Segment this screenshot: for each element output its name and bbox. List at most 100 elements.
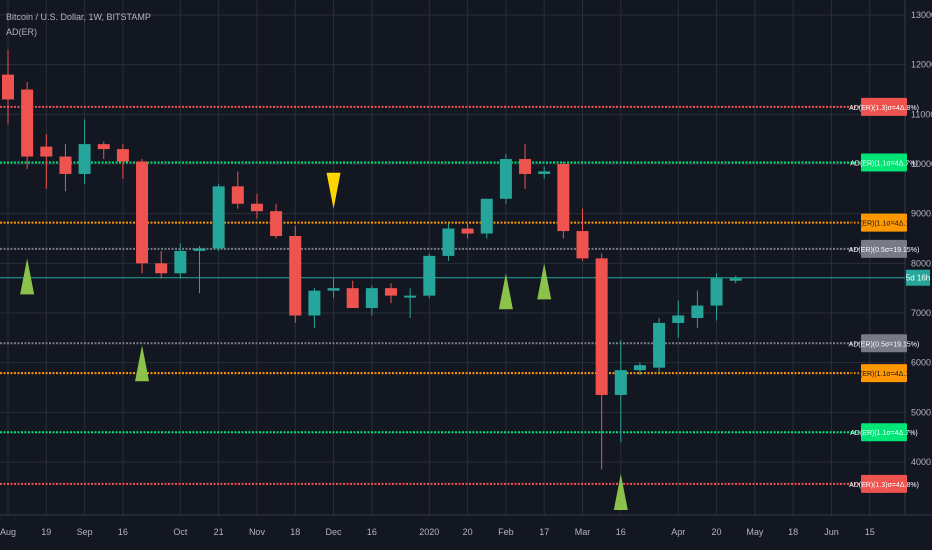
candle-body — [653, 322, 666, 368]
candle-body — [404, 295, 417, 298]
signal-up-triangle — [135, 345, 150, 382]
candle — [193, 245, 206, 294]
signal-up-triangle — [498, 273, 513, 310]
candle-body — [442, 228, 455, 256]
x-tick-label: 19 — [41, 527, 51, 537]
level-label: AD(ER)(0.5σ=19.15%) — [849, 341, 920, 348]
level-label: AD(ER)(1.3)σ=4Δ.8%) — [849, 482, 919, 489]
x-tick-label: Aug — [0, 527, 16, 537]
symbol-title: Bitcoin / U.S. Dollar, 1W, BITSTAMP — [6, 12, 151, 22]
candle — [270, 203, 283, 239]
candle — [40, 134, 53, 189]
level-label-bg — [861, 334, 907, 353]
x-tick-label: 17 — [539, 527, 549, 537]
candle-body — [710, 278, 723, 306]
level-label-bg — [861, 97, 907, 116]
candle — [97, 141, 110, 160]
candle — [691, 290, 704, 328]
signal-up-triangle — [537, 263, 552, 300]
candle — [308, 288, 321, 328]
x-tick-label: May — [746, 527, 764, 537]
candle — [385, 283, 397, 304]
candle-body — [346, 288, 359, 309]
x-tick-label: 20 — [712, 527, 722, 537]
candle-body — [155, 263, 168, 274]
candle — [155, 250, 168, 279]
level-label: AD(ER)(1.1σ=4Δ.1%) — [850, 371, 918, 378]
signal-up-triangle — [20, 258, 35, 295]
candle — [116, 144, 129, 179]
candle-body — [557, 164, 570, 232]
candle — [442, 223, 455, 261]
candle — [499, 154, 512, 204]
candle-body — [538, 171, 551, 174]
candle-body — [423, 255, 436, 296]
candle — [672, 300, 685, 338]
candle-body — [289, 236, 302, 316]
candle-body — [212, 186, 225, 249]
candle — [327, 278, 340, 299]
candle-body — [691, 305, 704, 318]
level-label: AD(ER)(1.1σ=4Δ.7%) — [850, 430, 918, 437]
x-tick-label: 18 — [788, 527, 798, 537]
candle-body — [729, 278, 742, 281]
candle — [174, 243, 187, 279]
y-tick-label: 5000.00 — [911, 407, 932, 417]
level-label: AD(ER)(0.5σ=19.15%) — [849, 247, 920, 254]
x-tick-label: 21 — [214, 527, 224, 537]
candle-body — [270, 211, 283, 237]
level-label-bg — [861, 364, 907, 383]
candle-body — [385, 288, 397, 296]
x-tick-label: Feb — [498, 527, 514, 537]
y-tick-label: 13000.00 — [911, 10, 932, 20]
x-tick-label: Sep — [77, 527, 93, 537]
signal-down-triangle — [326, 172, 341, 209]
candle-body — [480, 198, 493, 234]
y-tick-label: 7000.00 — [911, 308, 932, 318]
candle — [538, 166, 551, 179]
candle-body — [174, 250, 187, 274]
candle — [710, 273, 723, 321]
candle-body — [97, 144, 110, 150]
candle-body — [614, 370, 627, 395]
x-tick-label: Oct — [173, 527, 188, 537]
candle — [250, 193, 263, 219]
y-tick-label: 11000.00 — [911, 109, 932, 119]
candle — [346, 280, 359, 309]
indicator-title: AD(ER) — [6, 27, 37, 37]
candle — [576, 208, 589, 261]
candle — [423, 253, 436, 299]
candle — [404, 288, 417, 318]
candle-body — [78, 144, 91, 174]
x-tick-label: 2020 — [419, 527, 439, 537]
x-tick-label: 16 — [616, 527, 626, 537]
x-tick-label: 16 — [118, 527, 128, 537]
x-tick-label: 16 — [367, 527, 377, 537]
candle-body — [136, 161, 149, 264]
candle — [365, 285, 378, 316]
candle — [136, 159, 149, 274]
level-label-bg — [861, 474, 907, 493]
x-tick-label: 20 — [463, 527, 473, 537]
level-label-bg — [861, 239, 907, 258]
x-tick-label: 18 — [290, 527, 300, 537]
candle-body — [308, 290, 321, 316]
candle — [289, 226, 302, 323]
price-badge — [906, 269, 930, 286]
candle-body — [365, 288, 378, 309]
y-tick-label: 9000.00 — [911, 209, 932, 219]
x-tick-label: Mar — [575, 527, 591, 537]
candle-body — [2, 74, 14, 100]
candle — [231, 171, 244, 209]
candle-body — [672, 315, 685, 323]
candle — [480, 198, 493, 239]
x-tick-label: Jun — [824, 527, 839, 537]
level-label-bg — [861, 153, 907, 172]
candle-body — [499, 159, 512, 199]
level-label: AD(ER)(1.1σ=4Δ.1%) — [850, 221, 918, 228]
x-tick-label: Nov — [249, 527, 266, 537]
candle-body — [231, 186, 244, 204]
price-badge-label: 5d 16h — [906, 274, 930, 283]
